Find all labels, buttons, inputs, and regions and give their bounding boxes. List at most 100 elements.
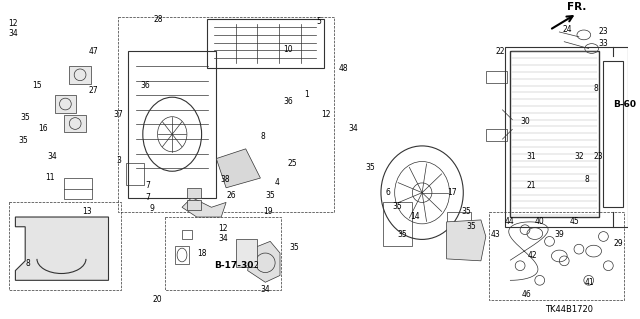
Text: 3: 3	[116, 156, 121, 165]
Text: 12: 12	[218, 224, 228, 233]
Bar	[128, 51, 216, 197]
Bar	[207, 19, 324, 68]
Bar	[486, 71, 508, 83]
Text: 19: 19	[263, 207, 273, 216]
Text: 35: 35	[466, 222, 476, 231]
Text: 40: 40	[535, 217, 545, 226]
Text: 32: 32	[574, 152, 584, 161]
Text: 39: 39	[554, 230, 564, 239]
Text: 37: 37	[113, 110, 123, 119]
Text: 1: 1	[305, 90, 309, 100]
Text: 22: 22	[495, 47, 505, 56]
Text: 14: 14	[410, 212, 420, 221]
Text: 34: 34	[218, 234, 228, 242]
Bar	[8, 202, 121, 290]
Bar	[182, 230, 192, 240]
Text: 16: 16	[38, 124, 47, 133]
Polygon shape	[248, 241, 280, 282]
Text: 33: 33	[598, 39, 608, 48]
Text: 41: 41	[585, 278, 595, 287]
Text: 13: 13	[82, 207, 92, 216]
Text: 7: 7	[146, 181, 150, 190]
Text: 35: 35	[365, 163, 375, 173]
Text: 15: 15	[32, 81, 42, 90]
Bar	[175, 246, 189, 264]
Bar	[126, 163, 144, 185]
Text: TK44B1720: TK44B1720	[545, 305, 593, 314]
Text: 35: 35	[266, 191, 275, 200]
Text: 24: 24	[563, 25, 572, 34]
Text: 6: 6	[386, 188, 391, 197]
Text: 44: 44	[504, 217, 514, 226]
Text: FR.: FR.	[567, 2, 586, 11]
Text: 42: 42	[528, 251, 538, 260]
Text: 5: 5	[316, 17, 321, 26]
Bar	[486, 130, 508, 141]
Text: 29: 29	[613, 240, 623, 249]
Bar	[69, 66, 91, 84]
Polygon shape	[182, 197, 226, 217]
Text: 35: 35	[393, 202, 403, 211]
Text: 36: 36	[141, 81, 150, 90]
Bar	[54, 95, 76, 113]
Text: 35: 35	[397, 230, 408, 239]
Text: 26: 26	[226, 191, 236, 200]
Text: 4: 4	[275, 178, 280, 187]
Bar	[65, 115, 86, 132]
Text: 2: 2	[253, 261, 259, 270]
Text: 46: 46	[522, 290, 532, 299]
Text: 9: 9	[150, 204, 154, 213]
Text: 23: 23	[594, 152, 604, 161]
Bar	[510, 51, 598, 217]
Text: 8: 8	[25, 259, 30, 268]
Text: 25: 25	[288, 159, 298, 167]
Text: 47: 47	[89, 47, 99, 56]
Bar	[447, 212, 471, 246]
Text: 17: 17	[447, 188, 457, 197]
Bar	[604, 61, 623, 207]
Text: 8: 8	[585, 175, 589, 184]
Text: 35: 35	[290, 243, 300, 252]
Text: 28: 28	[154, 15, 163, 25]
Bar	[65, 178, 92, 199]
Bar	[165, 217, 281, 290]
Bar	[236, 240, 257, 267]
Text: 43: 43	[491, 230, 500, 239]
Text: 35: 35	[20, 113, 30, 122]
Text: 34: 34	[349, 124, 358, 133]
Text: 34: 34	[48, 152, 58, 161]
Text: 12: 12	[321, 110, 331, 119]
Bar	[489, 212, 624, 300]
Polygon shape	[15, 217, 109, 280]
Text: 10: 10	[283, 45, 292, 54]
Text: 12: 12	[8, 19, 18, 28]
Text: 18: 18	[196, 249, 206, 258]
Bar	[506, 47, 628, 227]
Text: 23: 23	[598, 27, 608, 36]
Text: 31: 31	[526, 152, 536, 161]
Text: 45: 45	[569, 217, 579, 226]
Text: 8: 8	[594, 84, 598, 93]
Polygon shape	[216, 149, 260, 188]
Text: B-60: B-60	[613, 100, 636, 109]
Text: 48: 48	[339, 64, 348, 73]
Text: 30: 30	[520, 117, 530, 126]
Text: B-17-30: B-17-30	[214, 261, 253, 270]
Text: 35: 35	[19, 136, 28, 145]
Bar	[187, 200, 200, 210]
Text: 34: 34	[8, 29, 19, 38]
Text: 35: 35	[461, 207, 471, 216]
Text: 7: 7	[146, 193, 150, 202]
Text: 20: 20	[152, 295, 162, 304]
Bar	[118, 17, 334, 212]
Text: 21: 21	[527, 181, 536, 190]
Bar	[187, 188, 200, 197]
Text: 8: 8	[260, 132, 265, 141]
Text: 34: 34	[260, 285, 270, 294]
Text: 38: 38	[220, 175, 230, 184]
Polygon shape	[447, 220, 486, 261]
Bar	[383, 202, 412, 246]
Text: 27: 27	[89, 85, 99, 94]
Text: 11: 11	[45, 173, 54, 182]
Text: 36: 36	[283, 97, 292, 106]
